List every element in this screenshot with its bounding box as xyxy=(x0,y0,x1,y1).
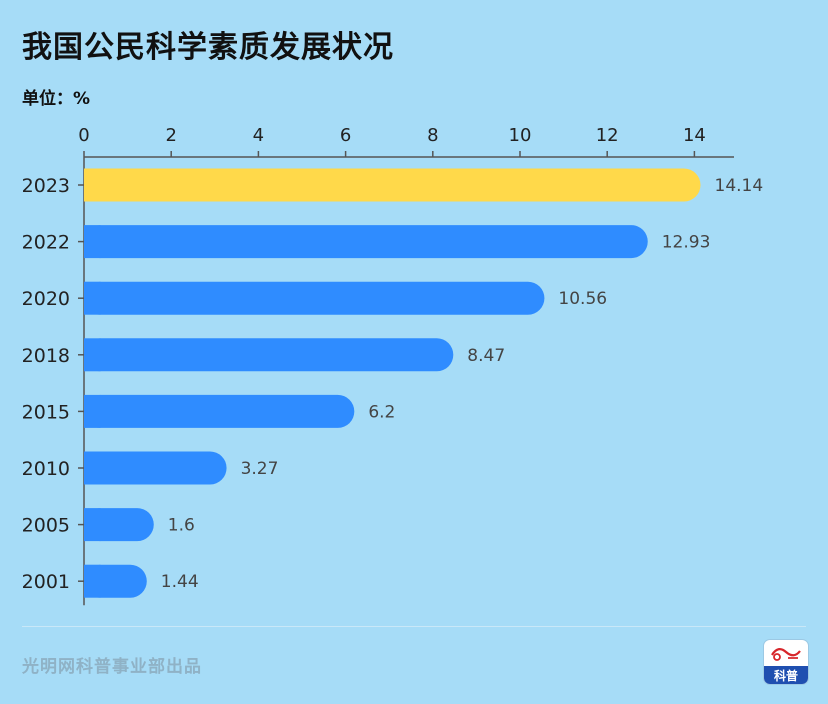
x-tick-label: 14 xyxy=(683,125,706,146)
value-label: 3.27 xyxy=(241,459,279,479)
bar-edge-2018 xyxy=(84,338,101,372)
bar-2020 xyxy=(84,281,545,315)
value-label: 1.6 xyxy=(168,516,195,536)
gmw-logo: 科普 xyxy=(764,640,808,684)
category-label: 2023 xyxy=(22,175,70,197)
bar-2022 xyxy=(84,225,648,259)
category-label: 2010 xyxy=(22,458,70,480)
footer-credit: 光明网科普事业部出品 xyxy=(22,657,202,677)
bar-edge-2005 xyxy=(84,508,101,542)
gmw-logo-mark xyxy=(764,640,808,666)
chart-title: 我国公民科学素质发展状况 xyxy=(22,30,394,65)
x-tick-label: 12 xyxy=(596,125,619,146)
bar-edge-2022 xyxy=(84,225,101,259)
x-tick-label: 6 xyxy=(340,125,351,146)
category-label: 2020 xyxy=(22,288,70,310)
category-label: 2022 xyxy=(22,232,70,254)
value-label: 14.14 xyxy=(715,176,764,196)
bar-2005 xyxy=(84,508,154,542)
value-label: 1.44 xyxy=(161,572,199,592)
bar-2018 xyxy=(84,338,454,372)
category-label: 2005 xyxy=(22,515,70,537)
bar-edge-2001 xyxy=(84,564,101,598)
category-label: 2018 xyxy=(22,345,70,367)
bar-2023 xyxy=(84,168,701,202)
value-label: 10.56 xyxy=(558,289,607,309)
unit-label: 单位：% xyxy=(22,89,91,109)
x-tick-label: 4 xyxy=(253,125,264,146)
x-tick-label: 2 xyxy=(165,125,176,146)
bar-edge-2010 xyxy=(84,451,101,485)
value-label: 6.2 xyxy=(368,402,395,422)
value-label: 8.47 xyxy=(467,346,505,366)
category-label: 2001 xyxy=(22,571,70,593)
category-label: 2015 xyxy=(22,401,70,423)
footer-divider xyxy=(22,626,806,627)
bar-edge-2015 xyxy=(84,394,101,428)
gmw-logo-text: 科普 xyxy=(764,666,808,684)
x-tick-label: 0 xyxy=(78,125,89,146)
bar-2015 xyxy=(84,394,355,428)
value-label: 12.93 xyxy=(662,233,711,253)
bar-2010 xyxy=(84,451,227,485)
x-tick-label: 8 xyxy=(427,125,438,146)
bar-edge-2023 xyxy=(84,168,101,202)
x-tick-label: 10 xyxy=(509,125,532,146)
bar-edge-2020 xyxy=(84,281,101,315)
